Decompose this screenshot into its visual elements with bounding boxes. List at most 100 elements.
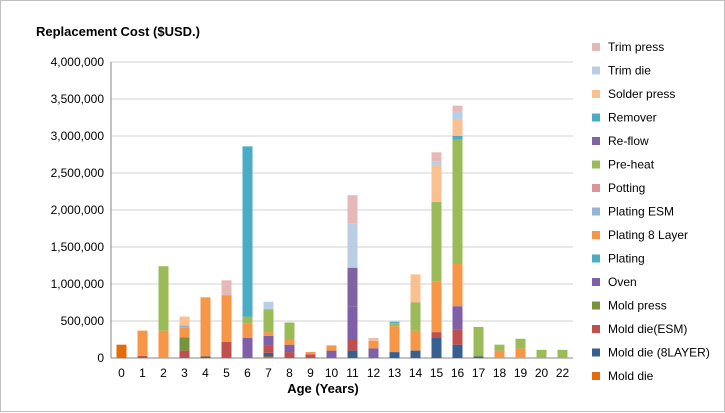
legend-swatch [592, 90, 600, 98]
chart-title: Replacement Cost ($USD.) [36, 24, 200, 39]
y-tick-label: 1,500,000 [51, 240, 105, 254]
x-tick-label: 16 [451, 366, 465, 380]
bar-segment [431, 152, 442, 162]
x-tick-label: 18 [493, 366, 507, 380]
bar-segment [347, 339, 358, 351]
legend-swatch [592, 184, 600, 192]
bar-segment [221, 295, 232, 342]
bar-segment [452, 329, 463, 345]
x-tick-label: 1 [139, 366, 146, 380]
legend-label: Remover [608, 111, 657, 125]
bar-segment [263, 352, 274, 357]
x-tick-label: 5 [223, 366, 230, 380]
bar-segment [263, 335, 274, 346]
bar-segment [179, 350, 190, 358]
legend-label: Pre-heat [608, 158, 655, 172]
x-tick-label: 4 [202, 366, 209, 380]
bar-segment [452, 136, 463, 140]
bar-segment [473, 326, 484, 357]
bar-segment [116, 344, 127, 358]
bar-segment [410, 350, 421, 358]
legend-swatch [592, 137, 600, 145]
legend-label: Plating 8 Layer [608, 228, 688, 242]
bar-segment [284, 352, 295, 358]
bar-segment [347, 195, 358, 224]
bar-segment [389, 326, 400, 353]
bar-segment [452, 264, 463, 307]
legend-swatch [592, 372, 600, 380]
bar-segment [179, 327, 190, 338]
bar-segment [410, 330, 421, 351]
bar-segment [263, 301, 274, 310]
bar-segment [431, 281, 442, 333]
legend-label: Potting [608, 181, 645, 195]
x-tick-label: 10 [325, 366, 339, 380]
bar-segment [452, 118, 463, 136]
bar-segment [158, 266, 169, 331]
x-tick-label: 13 [388, 366, 402, 380]
bar-segment [242, 146, 253, 317]
bar-segment [221, 280, 232, 296]
legend-label: Mold die [608, 369, 654, 383]
legend-swatch [592, 113, 600, 122]
bar-segment [431, 161, 442, 165]
bar-segment [368, 348, 379, 358]
x-tick-label: 20 [535, 366, 549, 380]
bar-segment [515, 338, 526, 349]
x-tick-label: 19 [514, 366, 528, 380]
bar-segment [179, 316, 190, 326]
legend-swatch [592, 301, 600, 310]
bar-segment [515, 348, 526, 358]
bar-segment [326, 345, 337, 351]
bar-segment [305, 354, 316, 358]
bar-segment [494, 350, 505, 358]
bar-segment [179, 337, 190, 351]
y-tick-label: 0 [97, 351, 104, 365]
bar-segment [410, 302, 421, 331]
x-tick-label: 2 [160, 366, 167, 380]
bar-segment [389, 321, 400, 324]
x-tick-label: 0 [118, 366, 125, 380]
bar-segment [431, 164, 442, 202]
bar-segment [242, 323, 253, 339]
legend-label: Mold die(ESM) [608, 322, 687, 336]
legend-label: Trim press [608, 40, 664, 54]
bar-segment [431, 201, 442, 282]
bar-segment [494, 344, 505, 351]
legend-label: Plating ESM [608, 205, 674, 219]
bar-segment [368, 340, 379, 349]
bar-segment [431, 338, 442, 358]
legend-label: Plating [608, 252, 645, 266]
bar-segment [137, 330, 148, 356]
legend-label: Mold press [608, 299, 667, 313]
bar-segment [473, 356, 484, 358]
bar-segment [263, 345, 274, 353]
bar-segment [263, 309, 274, 333]
bar-segment [347, 306, 358, 340]
bar-segment [242, 338, 253, 358]
bar-segment [200, 297, 211, 357]
legend-swatch [592, 325, 600, 333]
bar-segment [284, 339, 295, 345]
bar-segment [368, 339, 379, 341]
bar-segment [389, 352, 400, 358]
bar-segment [263, 356, 274, 358]
bar-segment [179, 325, 190, 328]
x-tick-label: 7 [265, 366, 272, 380]
legend-label: Mold die (8LAYER) [608, 346, 710, 360]
y-tick-label: 4,000,000 [51, 55, 105, 69]
legend-label: Solder press [608, 87, 675, 101]
bar-segment [557, 349, 568, 358]
x-tick-label: 8 [286, 366, 293, 380]
bar-segment [452, 344, 463, 358]
bar-segment [347, 223, 358, 268]
y-tick-label: 3,000,000 [51, 129, 105, 143]
bar-segment [284, 322, 295, 340]
bar-segment [137, 355, 148, 358]
x-tick-label: 9 [307, 366, 314, 380]
bar-segment [410, 274, 421, 303]
legend-swatch [592, 43, 600, 51]
bar-segment [305, 352, 316, 355]
bar-segment [431, 332, 442, 339]
legend-label: Trim die [608, 64, 651, 78]
